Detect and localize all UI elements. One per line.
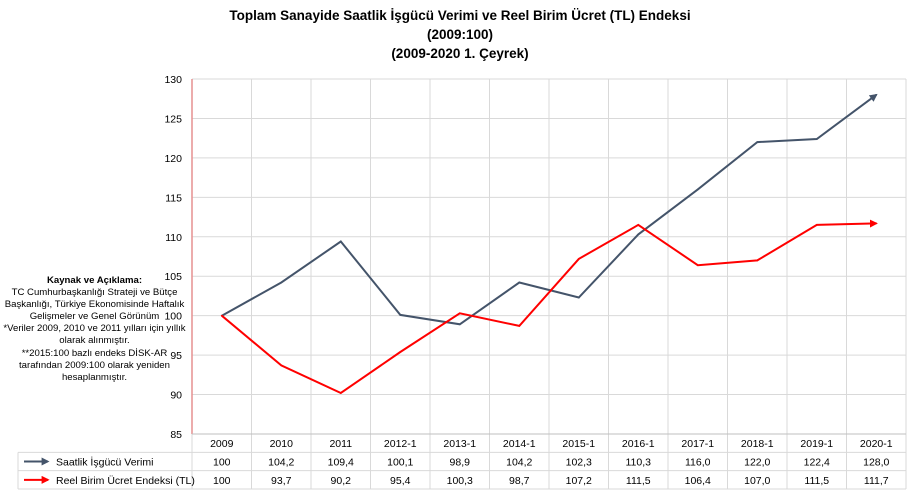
data-point bbox=[815, 138, 818, 140]
chart-title-line-3: (2009-2020 1. Çeyrek) bbox=[391, 46, 529, 61]
data-table-value: 128,0 bbox=[863, 457, 889, 469]
chart-title-line-1: Toplam Sanayide Saatlik İşgücü Verimi ve… bbox=[229, 8, 691, 23]
y-tick-label: 105 bbox=[164, 271, 182, 283]
x-tick-label: 2009 bbox=[210, 438, 234, 450]
data-point bbox=[518, 325, 521, 327]
data-table-value: 90,2 bbox=[331, 475, 352, 487]
x-tick-label: 2012-1 bbox=[384, 438, 417, 450]
data-point bbox=[339, 392, 342, 394]
y-tick-label: 100 bbox=[164, 311, 182, 323]
data-point bbox=[875, 93, 878, 96]
y-tick-label: 125 bbox=[164, 113, 182, 125]
data-table-value: 122,0 bbox=[744, 457, 770, 469]
data-point bbox=[577, 258, 580, 260]
x-tick-label: 2011 bbox=[329, 438, 352, 450]
data-table-value: 116,0 bbox=[685, 457, 711, 469]
data-point bbox=[637, 233, 640, 236]
data-point bbox=[458, 323, 461, 326]
data-table-value: 111,5 bbox=[804, 475, 829, 487]
data-point bbox=[518, 281, 521, 284]
data-table-value: 102,3 bbox=[566, 457, 592, 469]
y-tick-label: 85 bbox=[170, 429, 182, 441]
data-table-value: 122,4 bbox=[804, 457, 830, 469]
data-point bbox=[577, 296, 580, 299]
source-note-footnote-2: **2015:100 bazlı endeks DİSK-AR tarafınd… bbox=[19, 347, 170, 383]
x-tick-label: 2020-1 bbox=[860, 438, 893, 450]
data-table-value: 98,7 bbox=[509, 475, 530, 487]
data-point bbox=[399, 314, 402, 316]
x-tick-label: 2015-1 bbox=[562, 438, 595, 450]
data-point bbox=[339, 240, 342, 243]
legend-label: Saatlik İşgücü Verimi bbox=[56, 456, 153, 469]
data-point bbox=[756, 141, 759, 143]
data-table-value: 100 bbox=[213, 475, 231, 487]
data-point bbox=[637, 224, 640, 226]
data-point bbox=[399, 351, 402, 353]
x-tick-label: 2019-1 bbox=[800, 438, 833, 450]
chart-title-line-2: (2009:100) bbox=[426, 27, 494, 42]
data-table-value: 111,7 bbox=[864, 475, 889, 487]
data-table-value: 111,5 bbox=[626, 475, 651, 487]
data-table-value: 107,2 bbox=[566, 475, 592, 487]
y-tick-label: 95 bbox=[170, 350, 182, 362]
data-table-value: 100,1 bbox=[387, 457, 413, 469]
x-tick-label: 2013-1 bbox=[443, 438, 476, 450]
legend-label: Reel Birim Ücret Endeksi (TL) bbox=[56, 475, 195, 487]
data-table-value: 104,2 bbox=[268, 457, 294, 469]
data-table-value: 95,4 bbox=[390, 475, 411, 487]
data-table-value: 106,4 bbox=[685, 475, 711, 487]
data-point bbox=[696, 264, 699, 266]
y-tick-label: 130 bbox=[164, 74, 182, 86]
x-tick-label: 2017-1 bbox=[681, 438, 714, 450]
data-table-value: 93,7 bbox=[271, 475, 292, 487]
data-point bbox=[756, 259, 759, 262]
y-tick-label: 120 bbox=[164, 153, 182, 165]
data-table-value: 100 bbox=[213, 457, 231, 469]
data-table-value: 107,0 bbox=[744, 475, 770, 487]
data-point bbox=[280, 364, 283, 367]
source-note-header: Kaynak ve Açıklama: bbox=[46, 275, 143, 286]
y-tick-label: 115 bbox=[165, 192, 182, 204]
data-table-value: 110,3 bbox=[626, 457, 652, 469]
source-note-footnote-1: *Veriler 2009, 2010 ve 2011 yılları için… bbox=[3, 323, 186, 347]
x-tick-label: 2016-1 bbox=[622, 438, 655, 450]
y-tick-label: 110 bbox=[165, 232, 182, 244]
y-tick-label: 90 bbox=[170, 390, 182, 402]
data-point bbox=[815, 224, 818, 226]
x-tick-label: 2010 bbox=[270, 438, 294, 450]
data-table-value: 100,3 bbox=[447, 475, 473, 487]
data-point bbox=[696, 188, 699, 191]
chart-title: Toplam Sanayide Saatlik İşgücü Verimi ve… bbox=[0, 6, 920, 63]
data-point bbox=[280, 281, 283, 284]
data-point bbox=[458, 312, 461, 315]
series-line bbox=[221, 219, 878, 395]
series-line bbox=[221, 93, 878, 326]
data-point bbox=[875, 222, 878, 225]
data-point bbox=[220, 314, 223, 317]
data-table-value: 104,2 bbox=[506, 457, 532, 469]
source-note: Kaynak ve Açıklama: TC Cumhurbaşkanlığı … bbox=[2, 275, 187, 384]
data-table-value: 98,9 bbox=[450, 457, 471, 469]
x-tick-label: 2018-1 bbox=[741, 438, 774, 450]
x-tick-label: 2014-1 bbox=[503, 438, 536, 450]
data-table-value: 109,4 bbox=[328, 457, 354, 469]
source-note-source: TC Cumhurbaşkanlığı Strateji ve Bütçe Ba… bbox=[4, 287, 185, 323]
